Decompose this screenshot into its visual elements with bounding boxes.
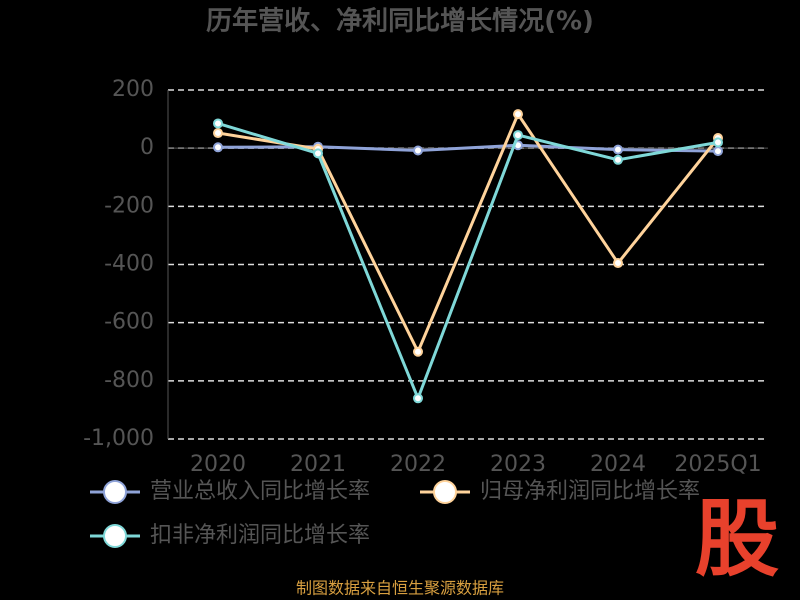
legend-label: 营业总收入同比增长率 xyxy=(150,479,370,504)
source-note: 制图数据来自恒生聚源数据库 xyxy=(296,579,504,598)
chart-title: 历年营收、净利同比增长情况(%) xyxy=(206,6,594,37)
y-tick-label: -600 xyxy=(104,310,154,335)
y-tick-label: -1,000 xyxy=(83,426,154,451)
data-point xyxy=(213,118,223,129)
legend-marker xyxy=(103,524,127,548)
x-tick-label: 2020 xyxy=(190,452,246,477)
data-point xyxy=(613,154,623,165)
series-line xyxy=(217,122,719,403)
data-point xyxy=(613,144,623,155)
x-tick-label: 2021 xyxy=(290,452,346,477)
data-point xyxy=(713,146,723,157)
y-tick-label: -800 xyxy=(104,368,154,393)
data-point xyxy=(713,137,723,148)
data-point xyxy=(413,145,423,156)
legend-marker xyxy=(103,480,127,504)
data-point xyxy=(213,142,223,153)
x-tick-label: 2024 xyxy=(590,452,646,477)
x-tick-label: 2025Q1 xyxy=(674,452,761,477)
x-tick-label: 2023 xyxy=(490,452,546,477)
y-tick-label: -400 xyxy=(104,252,154,277)
y-tick-label: 0 xyxy=(140,135,154,160)
data-point xyxy=(413,393,423,404)
data-point xyxy=(513,109,523,120)
legend-marker xyxy=(433,480,457,504)
data-point xyxy=(413,346,423,357)
data-point xyxy=(213,128,223,139)
logo: 股 xyxy=(695,490,779,588)
legend-label: 归母净利润同比增长率 xyxy=(480,479,700,504)
data-point xyxy=(513,130,523,141)
series-line xyxy=(217,110,720,356)
x-tick-label: 2022 xyxy=(390,452,446,477)
legend-label: 扣非净利润同比增长率 xyxy=(150,523,370,548)
data-point xyxy=(313,148,323,159)
y-tick-label: -200 xyxy=(104,193,154,218)
y-tick-label: 200 xyxy=(112,77,154,102)
data-point xyxy=(613,258,623,269)
